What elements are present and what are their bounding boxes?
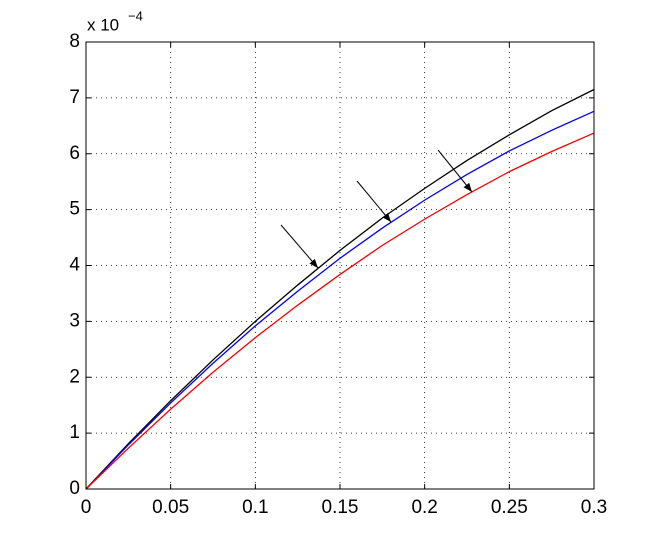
ticks: 0 1 2 3 4 5 6 7 8 0 0.05 0.1 0.15 0.2 0.25 0.3 xyxy=(69,31,607,518)
y-tick-label: 2 xyxy=(69,366,80,387)
y-tick-label: 5 xyxy=(69,199,80,220)
y-multiplier-exponent: −4 xyxy=(128,8,143,23)
series-line xyxy=(85,88,595,490)
arrow xyxy=(437,149,473,193)
y-tick-label: 8 xyxy=(69,31,80,52)
y-tick-label: 6 xyxy=(69,143,80,164)
y-tick-label: 7 xyxy=(69,87,80,108)
y-tick-label: 4 xyxy=(69,255,80,276)
arrow xyxy=(280,224,319,269)
x-tick-label: 0 xyxy=(81,497,92,518)
y-multiplier: x 10 xyxy=(87,15,119,34)
y-tick-label: 1 xyxy=(69,422,80,443)
x-tick-label: 0.2 xyxy=(411,497,437,518)
plot-area xyxy=(86,42,594,489)
series-line xyxy=(85,132,595,490)
x-tick-label: 0.05 xyxy=(152,497,189,518)
arrow xyxy=(356,180,392,223)
x-tick-label: 0.25 xyxy=(491,497,528,518)
y-tick-label: 0 xyxy=(69,478,80,499)
lines xyxy=(85,88,595,490)
x-tick-label: 0.15 xyxy=(322,497,359,518)
series-line xyxy=(85,110,595,490)
x-tick-label: 0.1 xyxy=(242,497,268,518)
x-tick-label: 0.3 xyxy=(581,497,607,518)
y-tick-label: 3 xyxy=(69,310,80,331)
